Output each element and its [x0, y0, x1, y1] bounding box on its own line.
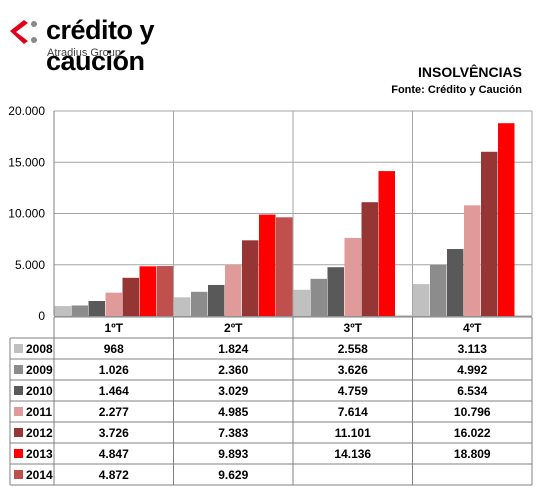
bar-2008-4: [413, 284, 430, 316]
category-label: 4ºT: [463, 321, 482, 335]
bar-2011-1: [105, 292, 122, 316]
bar-2011-4: [464, 205, 481, 316]
table-cell: 3.726: [99, 426, 129, 440]
bar-2010-4: [447, 249, 464, 316]
table-cell: 968: [104, 342, 124, 356]
bar-2012-4: [481, 151, 498, 316]
bar-2009-4: [430, 264, 447, 316]
brand-subtitle: Atradius Group: [47, 47, 121, 59]
table-cell: 4.985: [218, 405, 248, 419]
table-cell: 2.360: [218, 363, 248, 377]
legend-label-2009: 2009: [26, 363, 53, 377]
bar-2014-2: [276, 217, 293, 316]
bar-2013-4: [498, 123, 515, 316]
table-cell: 3.029: [218, 384, 248, 398]
table-cell: 4.992: [457, 363, 487, 377]
bar-2012-2: [242, 240, 259, 316]
legend-swatch-2014: [14, 470, 23, 479]
legend-swatch-2010: [14, 386, 23, 395]
y-tick-label: 5.000: [15, 258, 45, 272]
brand-mark-icon: [10, 20, 37, 44]
bar-2014-1: [156, 266, 173, 316]
table-cell: 3.113: [458, 342, 488, 356]
table-cell: 6.534: [457, 384, 487, 398]
table-cell: 2.277: [99, 405, 129, 419]
bar-2010-2: [208, 284, 225, 316]
table-cell: 1.464: [99, 384, 129, 398]
brand-name: crédito y caución: [46, 15, 155, 76]
bar-2009-2: [191, 291, 208, 316]
table-cell: 9.893: [218, 447, 248, 461]
bar-2011-2: [225, 264, 242, 316]
legend-label-2010: 2010: [26, 384, 53, 398]
bar-2008-2: [174, 297, 191, 316]
table-cell: 4.847: [99, 447, 129, 461]
table-cell: 4.759: [338, 384, 368, 398]
table-cell: 14.136: [334, 447, 371, 461]
y-tick-label: 15.000: [8, 155, 45, 169]
legend-label-2013: 2013: [26, 447, 53, 461]
bar-2012-3: [361, 202, 378, 316]
legend-swatch-2008: [14, 344, 23, 353]
chart-source: Fonte: Crédito y Caución: [391, 84, 522, 96]
legend-label-2014: 2014: [26, 468, 53, 482]
y-tick-label: 10.000: [8, 207, 45, 221]
bar-2009-1: [71, 305, 88, 316]
bar-2008-1: [54, 306, 71, 316]
table-cell: 3.626: [338, 363, 368, 377]
brand-logo: crédito y caución Atradius Group: [6, 6, 256, 76]
bar-2009-3: [310, 278, 327, 316]
bar-2010-3: [327, 267, 344, 316]
category-label: 1ºT: [105, 321, 124, 335]
legend-swatch-2011: [14, 407, 23, 416]
bar-2013-2: [259, 214, 276, 316]
table-cell: 4.872: [99, 468, 129, 482]
bar-2010-1: [88, 300, 105, 316]
table-cell: 11.101: [335, 426, 371, 440]
bar-2013-1: [139, 266, 156, 316]
bar-2013-3: [378, 171, 395, 316]
legend-swatch-2009: [14, 365, 23, 374]
bar-2011-3: [344, 237, 361, 316]
y-tick-label: 20.000: [8, 104, 45, 118]
table-cell: 16.022: [454, 426, 491, 440]
legend-label-2008: 2008: [26, 342, 53, 356]
category-label: 2ºT: [224, 321, 243, 335]
y-tick-label: 0: [38, 309, 45, 323]
table-cell: 9.629: [218, 468, 248, 482]
bar-2012-1: [122, 277, 139, 316]
table-cell: 10.796: [454, 405, 491, 419]
table-cell: 18.809: [454, 447, 491, 461]
bar-2008-3: [293, 289, 310, 316]
table-cell: 1.026: [99, 363, 129, 377]
legend-swatch-2012: [14, 428, 23, 437]
category-label: 3ºT: [344, 321, 363, 335]
table-cell: 1.824: [218, 342, 248, 356]
chart-title: INSOLVÊNCIAS: [418, 64, 522, 80]
legend-swatch-2013: [14, 449, 23, 458]
table-cell: 7.383: [218, 426, 248, 440]
legend-label-2012: 2012: [26, 426, 53, 440]
legend-label-2011: 2011: [26, 405, 52, 419]
table-cell: 2.558: [338, 342, 368, 356]
table-cell: 7.614: [338, 405, 368, 419]
